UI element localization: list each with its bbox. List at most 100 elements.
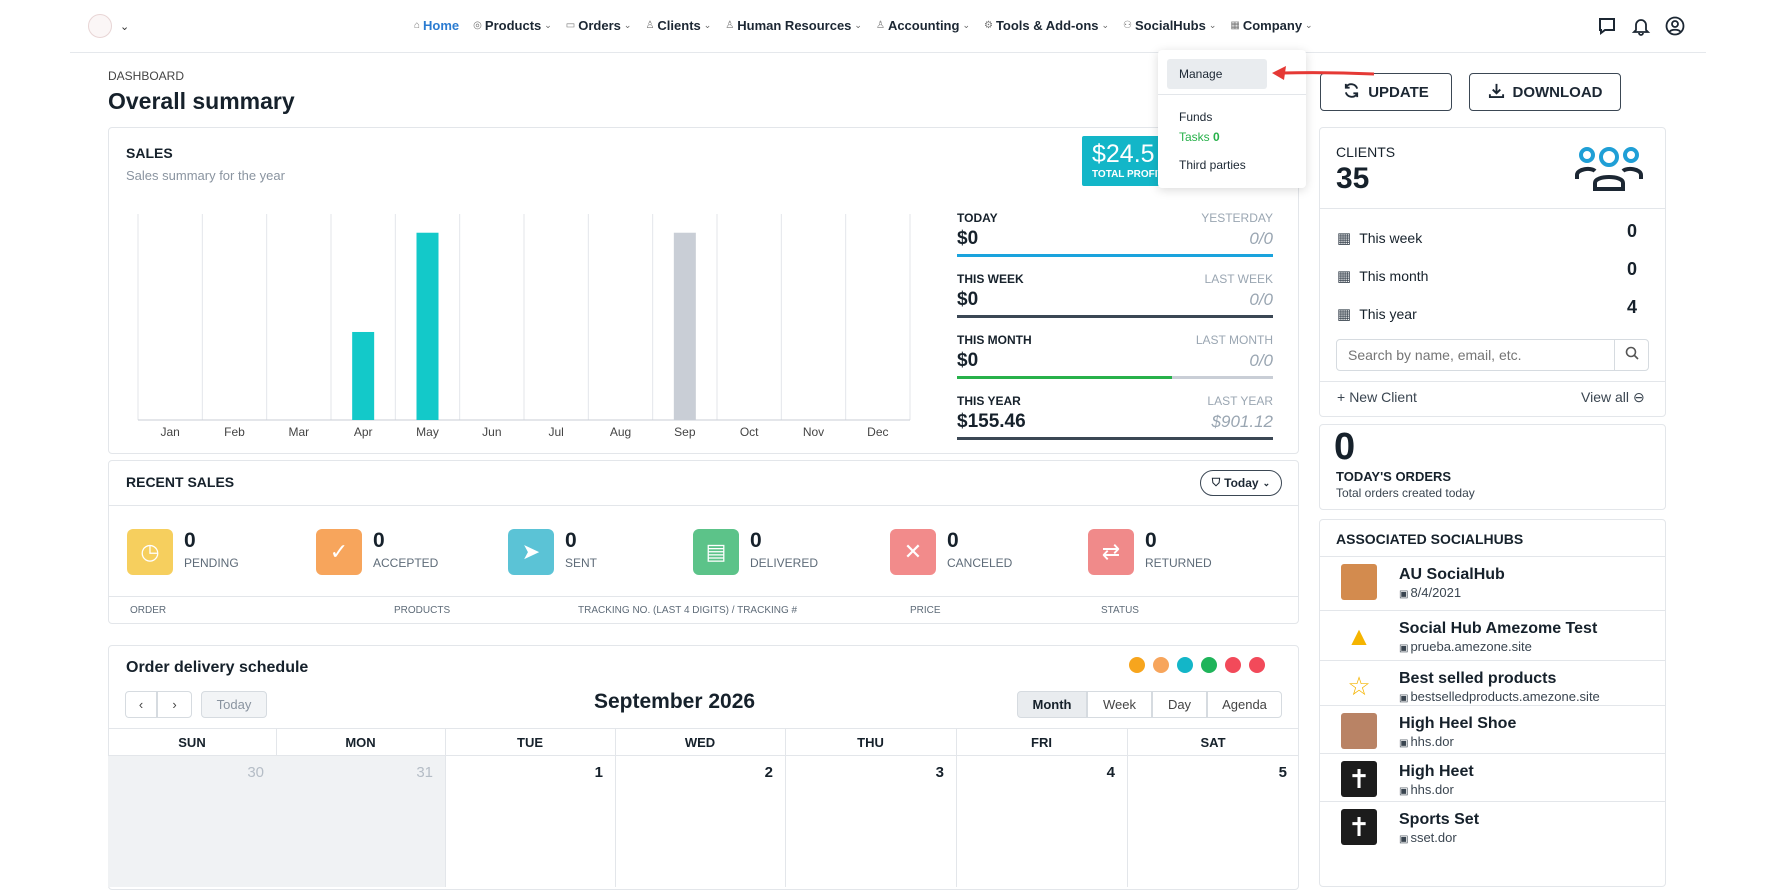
chevron-down-icon[interactable]: ⌄ xyxy=(120,21,130,33)
weekday-header: THU xyxy=(857,735,884,750)
bell-icon[interactable] xyxy=(1631,16,1651,36)
recent-sales-title: RECENT SALES xyxy=(126,474,235,490)
x-tick-label: Feb xyxy=(224,425,245,439)
day-cell[interactable]: 5 xyxy=(1127,756,1299,887)
lock-icon: ▣ xyxy=(1399,738,1409,749)
socialhub-url: ▣ prueba.amezone.site xyxy=(1399,639,1532,654)
stat-label: THIS MONTH xyxy=(957,333,1032,347)
view-month-button[interactable]: Month xyxy=(1017,691,1087,718)
status-returned[interactable]: ⇄ 0 RETURNED xyxy=(1088,529,1212,575)
day-cell[interactable]: 2 xyxy=(615,756,785,887)
accounting-icon: ♙ xyxy=(875,20,885,31)
status-delivered[interactable]: ▤ 0 DELIVERED xyxy=(693,529,818,575)
lock-icon: ▣ xyxy=(1399,589,1409,600)
menu-item-third-parties[interactable]: Third parties xyxy=(1179,158,1246,172)
view-week-button[interactable]: Week xyxy=(1087,691,1152,718)
search-button[interactable] xyxy=(1614,340,1648,370)
nav-accounting[interactable]: ♙ Accounting ⌄ xyxy=(875,18,970,33)
client-search-input[interactable] xyxy=(1337,340,1614,370)
socialhub-url: ▣ hhs.dor xyxy=(1399,734,1454,749)
chevron-left-icon: ‹ xyxy=(138,697,144,712)
x-tick-label: Nov xyxy=(803,425,824,439)
view-day-button[interactable]: Day xyxy=(1152,691,1207,718)
today-button[interactable]: Today xyxy=(201,691,267,718)
nav-products[interactable]: ◎ Products ⌄ xyxy=(473,18,552,33)
socialhub-name: Sports Set xyxy=(1399,811,1480,828)
status-count: 0 xyxy=(947,529,959,552)
sales-stats: TODAY $0 YESTERDAY 0/0 THIS WEEK $0 LAST WEEK 0… xyxy=(957,211,1273,455)
account-icon[interactable] xyxy=(1665,16,1685,36)
socialhub-item[interactable]: ▲ Social Hub Amezome Test ▣ prueba.amezone.… xyxy=(1319,610,1666,658)
products-icon: ◎ xyxy=(473,20,482,31)
nav-home[interactable]: ⌂ Home xyxy=(414,18,460,33)
column-divider xyxy=(445,728,446,887)
day-cell[interactable]: 1 xyxy=(445,756,615,887)
column-order: ORDER xyxy=(130,605,167,616)
chevron-right-icon: › xyxy=(172,697,177,712)
chevron-down-icon: ⌄ xyxy=(1305,20,1313,30)
status-sent[interactable]: ➤ 0 SENT xyxy=(508,529,597,575)
nav-company[interactable]: ▦ Company ⌄ xyxy=(1230,18,1313,33)
new-client-link[interactable]: + New Client xyxy=(1337,389,1417,405)
company-logo[interactable] xyxy=(88,14,112,38)
socialhub-item[interactable]: AU SocialHub ▣ 8/4/2021 xyxy=(1319,556,1666,604)
socialhub-item[interactable]: ✝ Sports Set ▣ sset.dor xyxy=(1319,801,1666,849)
stat-prev-label: YESTERDAY xyxy=(1201,211,1273,225)
socialhub-item[interactable]: High Heel Shoe ▣ hhs.dor xyxy=(1319,705,1666,753)
tasks-count: 0 xyxy=(1213,130,1220,144)
check-icon: ✓ xyxy=(316,529,362,575)
status-label: RETURNED xyxy=(1145,556,1212,570)
nav-tools[interactable]: ⚙ Tools & Add-ons ⌄ xyxy=(983,18,1110,33)
chevron-down-icon: ⌄ xyxy=(854,20,862,30)
divider xyxy=(1319,208,1666,209)
calendar-title: Order delivery schedule xyxy=(126,659,309,676)
repeat-icon: ⇄ xyxy=(1088,529,1134,575)
weekday-header: TUE xyxy=(517,735,543,750)
x-tick-label: Jan xyxy=(160,425,179,439)
divider xyxy=(108,728,1299,729)
menu-item-funds[interactable]: Funds xyxy=(1179,110,1213,124)
bar xyxy=(416,232,439,420)
lock-icon: ▣ xyxy=(1399,834,1409,845)
socialhub-name: Best selled products xyxy=(1399,670,1557,687)
status-count: 0 xyxy=(373,529,385,552)
socialhub-item[interactable]: ☆ Best selled products ▣ bestselledproducts… xyxy=(1319,660,1666,708)
status-pending[interactable]: ◷ 0 PENDING xyxy=(127,529,239,575)
day-cell[interactable]: 31 xyxy=(276,756,445,887)
socialhub-item[interactable]: ✝ High Heet ▣ hhs.dor xyxy=(1319,753,1666,801)
status-text: 0 DELIVERED xyxy=(750,529,818,575)
stat-progress-fill xyxy=(957,376,1172,379)
stat-progress-fill xyxy=(957,315,1273,318)
nav-human-resources[interactable]: ♙ Human Resources ⌄ xyxy=(725,18,862,33)
day-cell[interactable]: 4 xyxy=(956,756,1127,887)
day-cell[interactable]: 30 xyxy=(108,756,276,887)
calendar-icon: ▦ xyxy=(1337,306,1352,323)
chevron-down-icon: ⌄ xyxy=(1101,20,1110,30)
nav-socialhubs[interactable]: ⚇ SocialHubs ⌄ xyxy=(1123,18,1217,33)
status-count: 0 xyxy=(750,529,762,552)
status-accepted[interactable]: ✓ 0 ACCEPTED xyxy=(316,529,438,575)
x-tick-label: May xyxy=(416,425,439,439)
main-nav: ⌂ Home ◎ Products ⌄ ▭ Orders ⌄ ♙ Clients ⌄ ♙ Hum… xyxy=(414,18,1327,33)
stat-prev-value: 0/0 xyxy=(1249,229,1273,248)
prev-month-button[interactable]: ‹ xyxy=(125,691,157,718)
view-agenda-button[interactable]: Agenda xyxy=(1207,691,1282,718)
day-number: 2 xyxy=(764,764,773,781)
menu-item-tasks[interactable]: Tasks 0 xyxy=(1179,130,1220,144)
legend-dot xyxy=(1153,657,1169,673)
menu-item-manage[interactable]: Manage xyxy=(1167,59,1267,89)
stat-progress-bar xyxy=(957,315,1273,318)
chat-icon[interactable] xyxy=(1597,16,1617,36)
next-month-button[interactable]: › xyxy=(157,691,192,718)
view-all-link[interactable]: View all ⊖ xyxy=(1581,389,1645,405)
download-button[interactable]: DOWNLOAD xyxy=(1469,73,1621,111)
date-filter-button[interactable]: ⛉ Today ⌄ xyxy=(1200,470,1282,496)
hub-thumbnail xyxy=(1341,564,1377,600)
day-cell[interactable]: 3 xyxy=(785,756,956,887)
nav-clients[interactable]: ♙ Clients ⌄ xyxy=(645,18,712,33)
divider xyxy=(108,505,1299,506)
status-canceled[interactable]: ✕ 0 CANCELED xyxy=(890,529,1012,575)
stat-row: TODAY $0 YESTERDAY 0/0 xyxy=(957,211,1273,272)
update-button[interactable]: UPDATE xyxy=(1320,73,1452,111)
nav-orders[interactable]: ▭ Orders ⌄ xyxy=(565,18,632,33)
